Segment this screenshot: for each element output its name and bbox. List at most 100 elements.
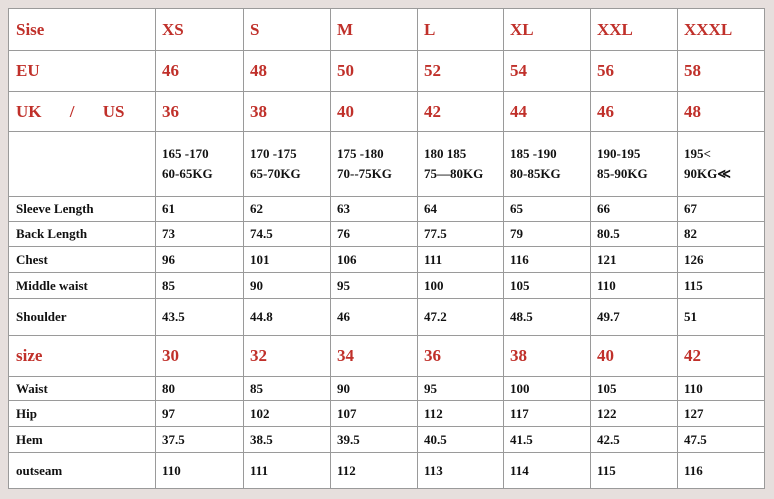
row-label: Chest [8,246,156,273]
row-label: size [8,335,156,377]
table-cell: 40 [590,335,678,377]
table-cell: 127 [677,400,765,427]
table-cell: 110 [677,376,765,401]
row-label [8,131,156,197]
table-cell: 62 [243,196,331,222]
table-cell: 40.5 [417,426,504,453]
table-cell: 42 [677,335,765,377]
table-cell: 110 [590,272,678,299]
table-cell: 77.5 [417,221,504,247]
table-cell: 38 [503,335,591,377]
table-row: Waist 80 85 90 95 100 105 110 [8,376,765,401]
table-cell: 115 [590,452,678,489]
row-label: Back Length [8,221,156,247]
cell-line: 175 -180 [337,146,384,161]
table-cell: 100 [417,272,504,299]
size-chart: Sise XS S M L XL XXL XXXL EU 46 48 50 52 54 56 58 UK / U… [8,8,765,489]
table-cell: 67 [677,196,765,222]
table-cell: 100 [503,376,591,401]
table-cell: 54 [503,50,591,92]
row-label: Hip [8,400,156,427]
table-row: Sise XS S M L XL XXL XXXL [8,8,765,51]
table-cell: 97 [155,400,244,427]
table-row: Hem 37.5 38.5 39.5 40.5 41.5 42.5 47.5 [8,426,765,453]
table-row: UK / US 36 38 40 42 44 46 48 [8,91,765,132]
table-cell: 121 [590,246,678,273]
table-cell: 105 [590,376,678,401]
table-cell: 80.5 [590,221,678,247]
table-cell: XXL [590,8,678,51]
table-cell: 165 -170 60-65KG [155,131,244,197]
table-cell: 82 [677,221,765,247]
table-cell: 112 [330,452,418,489]
table-cell: M [330,8,418,51]
table-cell: XXXL [677,8,765,51]
table-cell: 47.5 [677,426,765,453]
table-cell: 101 [243,246,331,273]
table-cell: 64 [417,196,504,222]
table-cell: 74.5 [243,221,331,247]
row-label: Middle waist [8,272,156,299]
table-row: Sleeve Length 61 62 63 64 65 66 67 [8,196,765,222]
table-cell: XS [155,8,244,51]
table-cell: 48.5 [503,298,591,336]
cell-line: 195< [684,146,711,161]
table-row: Shoulder 43.5 44.8 46 47.2 48.5 49.7 51 [8,298,765,336]
table-cell: 126 [677,246,765,273]
table-cell: 76 [330,221,418,247]
table-cell: 95 [417,376,504,401]
table-cell: 106 [330,246,418,273]
table-cell: 47.2 [417,298,504,336]
row-label: EU [8,50,156,92]
table-cell: 185 -190 80-85KG [503,131,591,197]
table-cell: 42.5 [590,426,678,453]
table-cell: 46 [155,50,244,92]
cell-line: 70--75KG [337,166,392,181]
table-cell: 175 -180 70--75KG [330,131,418,197]
table-cell: 80 [155,376,244,401]
table-cell: 38 [243,91,331,132]
table-row: size 30 32 34 36 38 40 42 [8,335,765,377]
row-label: UK / US [8,91,156,132]
table-row: Back Length 73 74.5 76 77.5 79 80.5 82 [8,221,765,247]
table-cell: 40 [330,91,418,132]
table-cell: 96 [155,246,244,273]
table-cell: 114 [503,452,591,489]
table-cell: 58 [677,50,765,92]
table-cell: 113 [417,452,504,489]
table-cell: 44.8 [243,298,331,336]
size-table: Sise XS S M L XL XXL XXXL EU 46 48 50 52 54 56 58 UK / U… [8,8,765,489]
table-cell: 111 [417,246,504,273]
table-cell: 36 [417,335,504,377]
cell-line: 60-65KG [162,166,213,181]
table-cell: 61 [155,196,244,222]
row-label: outseam [8,452,156,489]
table-cell: 30 [155,335,244,377]
table-cell: 43.5 [155,298,244,336]
table-cell: 41.5 [503,426,591,453]
table-cell: 48 [677,91,765,132]
table-row: Middle waist 85 90 95 100 105 110 115 [8,272,765,299]
cell-line: 80-85KG [510,166,561,181]
table-cell: 111 [243,452,331,489]
table-row: 165 -170 60-65KG 170 -175 65-70KG 175 -180 70… [8,131,765,197]
table-cell: 46 [330,298,418,336]
table-cell: 85 [243,376,331,401]
table-cell: 37.5 [155,426,244,453]
cell-line: 165 -170 [162,146,209,161]
table-cell: 38.5 [243,426,331,453]
table-cell: 73 [155,221,244,247]
table-cell: 63 [330,196,418,222]
table-cell: L [417,8,504,51]
table-cell: 122 [590,400,678,427]
cell-line: 180 185 [424,146,467,161]
table-cell: 90 [330,376,418,401]
table-cell: 116 [503,246,591,273]
table-body: Sise XS S M L XL XXL XXXL EU 46 48 50 52 54 56 58 UK / U… [8,8,765,489]
table-row: EU 46 48 50 52 54 56 58 [8,50,765,92]
cell-line: 185 -190 [510,146,557,161]
table-cell: 34 [330,335,418,377]
row-label: Hem [8,426,156,453]
table-cell: 46 [590,91,678,132]
